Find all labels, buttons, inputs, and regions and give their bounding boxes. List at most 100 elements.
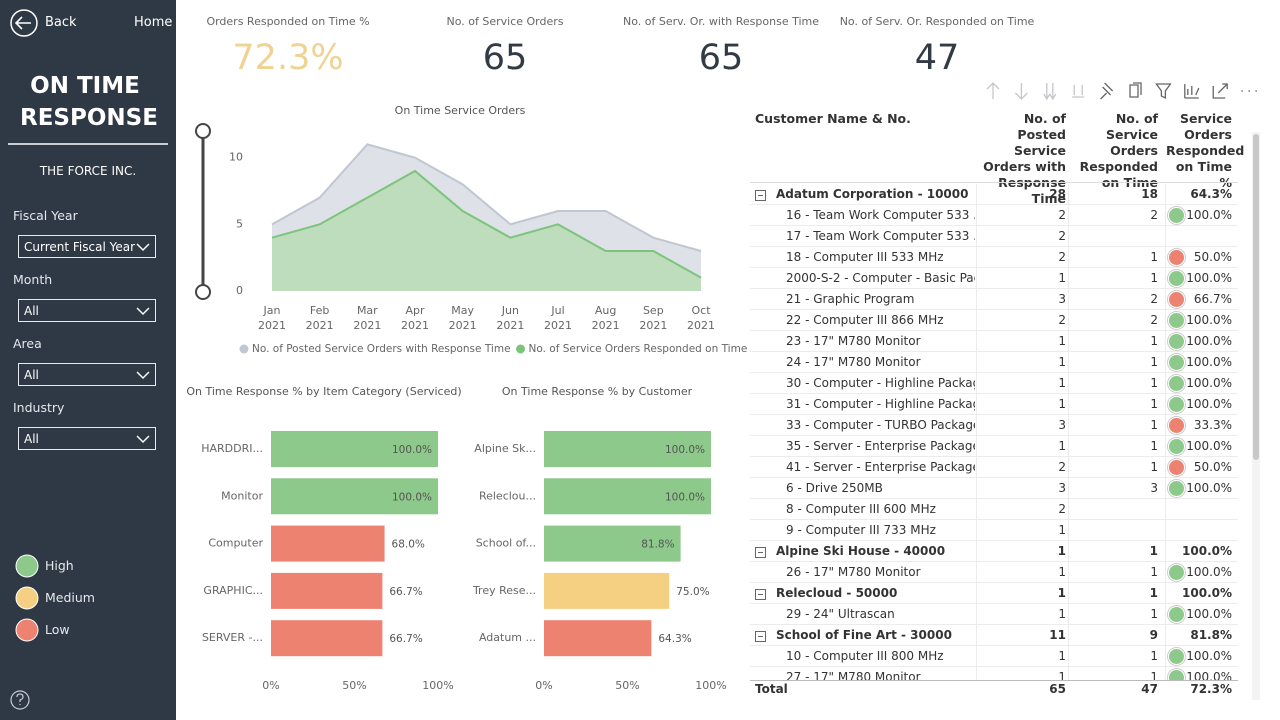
column-separator — [1068, 268, 1069, 289]
table-cell: 1 — [1150, 271, 1158, 285]
table-cell: 1 — [1150, 565, 1158, 579]
x-tick-label: Jun 2021 — [496, 304, 525, 332]
category-label: HARDDRI... — [201, 442, 263, 455]
status-indicator — [1168, 480, 1185, 497]
x-tick-label: Oct 2021 — [687, 304, 715, 332]
x-tick-label: May 2021 — [448, 304, 477, 332]
status-indicator — [1168, 333, 1185, 350]
dropdown-chevron — [136, 243, 150, 252]
column-separator — [1068, 667, 1069, 680]
column-separator — [1068, 247, 1069, 268]
table-cell: 100.0% — [1186, 271, 1232, 285]
filter-dropdown[interactable]: All — [18, 363, 156, 386]
slider-handle[interactable] — [195, 284, 211, 300]
expand-toggle[interactable] — [755, 631, 766, 642]
x-tick-label: 100% — [695, 679, 726, 692]
x-tick-label: 100% — [422, 679, 453, 692]
filter-dropdown[interactable]: All — [18, 299, 156, 322]
table-cell: Relecloud - 50000 — [776, 586, 898, 600]
status-indicator — [1168, 417, 1185, 434]
expand-toggle[interactable] — [755, 190, 766, 201]
filter-dropdown[interactable]: Current Fiscal Year — [18, 235, 156, 258]
table-cell: 1 — [1150, 439, 1158, 453]
column-separator — [1068, 373, 1069, 394]
column-separator — [976, 310, 977, 331]
table-cell: 21 - Graphic Program — [786, 292, 915, 306]
legend-dot — [516, 344, 526, 354]
column-separator — [976, 268, 977, 289]
table-cell: 100.0% — [1186, 376, 1232, 390]
status-indicator — [1168, 564, 1185, 581]
legend-label: No. of Service Orders Responded on Time — [529, 343, 748, 355]
table-cell: 1 — [1150, 334, 1158, 348]
column-separator — [1068, 457, 1069, 478]
toolbar-icon[interactable] — [1129, 82, 1142, 98]
back-icon[interactable] — [10, 9, 38, 37]
category-label: Trey Rese... — [472, 584, 536, 597]
legend-dot — [239, 344, 249, 354]
item-row: 10 - Computer III 800 MHz 1 1 100.0% — [750, 646, 1238, 667]
toolbar-icon[interactable] — [1184, 84, 1200, 99]
legend-label: Medium — [45, 590, 95, 605]
toolbar-icon[interactable] — [1043, 83, 1057, 101]
x-tick-label: 50% — [342, 679, 366, 692]
toolbar-icon[interactable] — [1100, 82, 1114, 100]
table-cell: 33.3% — [1193, 418, 1232, 432]
column-separator — [976, 226, 977, 247]
filter-dropdown[interactable]: All — [18, 427, 156, 450]
legend-dot — [15, 586, 39, 610]
category-label: GRAPHIC... — [203, 584, 263, 597]
value-label: 100.0% — [665, 444, 705, 456]
toolbar-icon[interactable] — [1072, 85, 1085, 98]
value-label: 68.0% — [392, 539, 425, 551]
filter-value: All — [24, 304, 39, 318]
expand-toggle[interactable] — [755, 589, 766, 600]
table-cell: 2 — [1150, 292, 1158, 306]
table-cell: 100.0% — [1186, 607, 1232, 621]
title-underline — [8, 143, 168, 145]
table-cell: 2 — [1058, 313, 1066, 327]
table-cell: 1 — [1150, 397, 1158, 411]
column-separator — [1165, 457, 1166, 478]
column-separator — [1165, 331, 1166, 352]
table-cell: 9 — [1149, 628, 1158, 642]
table-cell: 2 — [1058, 502, 1066, 516]
slider-handle[interactable] — [195, 123, 211, 139]
scrollbar-thumb[interactable] — [1253, 134, 1259, 460]
toolbar-icon[interactable] — [1155, 83, 1172, 100]
column-separator — [976, 352, 977, 373]
table-cell: 1 — [1058, 607, 1066, 621]
x-tick-label: Jul 2021 — [544, 304, 572, 332]
table-cell: 1 — [1058, 439, 1066, 453]
home-button[interactable]: Home — [134, 15, 173, 30]
column-separator — [1068, 646, 1069, 667]
value-label: 81.8% — [641, 539, 674, 551]
table-cell: 33 - Computer - TURBO Package — [786, 418, 975, 432]
status-indicator — [1168, 648, 1185, 665]
column-separator — [976, 373, 977, 394]
column-separator — [1165, 436, 1166, 457]
column-separator — [1165, 268, 1166, 289]
column-separator — [1068, 520, 1069, 541]
header-rule — [750, 182, 1238, 183]
x-tick-label: Feb 2021 — [305, 304, 334, 332]
column-separator — [976, 415, 977, 436]
expand-toggle[interactable] — [755, 547, 766, 558]
value-label: 64.3% — [658, 633, 691, 645]
table-cell: 1 — [1058, 355, 1066, 369]
group-row: Alpine Ski House - 40000 1 1 100.0% — [750, 541, 1238, 562]
back-button[interactable]: Back — [45, 15, 77, 30]
bar — [271, 525, 385, 562]
help-icon[interactable] — [10, 690, 30, 710]
table-cell: 100.0% — [1186, 208, 1232, 222]
toolbar-icon[interactable] — [986, 82, 1000, 99]
item-row: 23 - 17" M780 Monitor 1 1 100.0% — [750, 331, 1238, 352]
column-separator — [1165, 226, 1166, 247]
column-separator — [1165, 646, 1166, 667]
toolbar-icon[interactable] — [1212, 83, 1228, 99]
table-cell: 41 - Server - Enterprise Package — [786, 460, 975, 474]
status-indicator — [1168, 606, 1185, 623]
toolbar-icon[interactable] — [1014, 83, 1028, 100]
table-cell: 100.0% — [1186, 481, 1232, 495]
table-cell: 1 — [1150, 460, 1158, 474]
